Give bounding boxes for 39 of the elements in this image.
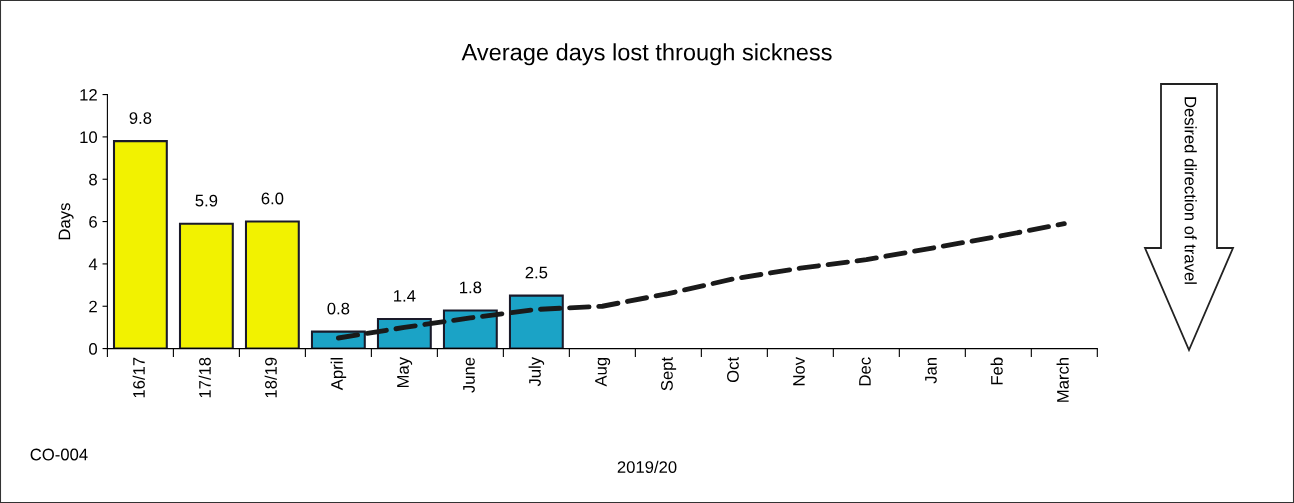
- bar: [442, 309, 498, 349]
- text: Desired direction of travel: [1184, 97, 1197, 284]
- x-tick-label: 17/18: [198, 357, 211, 398]
- x-tick-label: Feb: [990, 357, 1003, 385]
- data-label: 0.8: [327, 302, 350, 315]
- y-tick-label: 2: [89, 300, 97, 313]
- data-label: 6.0: [261, 192, 284, 205]
- x-tick-label: Sept: [661, 357, 677, 391]
- bar: [178, 222, 234, 349]
- y-tick-label: 10: [80, 131, 98, 144]
- data-label: 9.8: [129, 112, 152, 124]
- x-tick-label: May: [397, 356, 413, 388]
- x-axis-title: 2019/20: [617, 460, 677, 473]
- data-label: 1.8: [460, 281, 482, 294]
- x-tick-label: June: [463, 357, 475, 393]
- data-label: 5.9: [195, 194, 218, 207]
- y-tick-label: 4: [88, 258, 98, 270]
- x-tick-label: Jan: [925, 357, 937, 384]
- x-tick-label: Oct: [727, 357, 739, 383]
- x-tick-label: 16/17: [132, 357, 145, 398]
- bar: [508, 294, 564, 349]
- x-tick-label: April: [330, 358, 347, 391]
- y-tick-label: 6: [89, 215, 97, 228]
- x-tick-label: 18/19: [264, 357, 277, 398]
- x-tick-label: March: [1056, 357, 1069, 402]
- y-axis-title: Days: [58, 203, 74, 240]
- x-tick-label: Dec: [859, 357, 871, 386]
- x-tick-label: Nov: [793, 356, 805, 386]
- y-tick-label: 8: [89, 173, 97, 186]
- data-label: 1.4: [394, 290, 416, 302]
- x-tick-label: July: [528, 356, 545, 387]
- y-tick-label: 12: [80, 88, 97, 101]
- y-tick-label: 0: [89, 342, 98, 355]
- bar: [112, 140, 168, 349]
- bar: [244, 220, 300, 349]
- x-tick-label: Aug: [595, 357, 611, 387]
- text: CO-004: [30, 448, 88, 461]
- data-label: 2.5: [525, 266, 548, 279]
- chart-title: Average days lost through sickness: [461, 43, 832, 66]
